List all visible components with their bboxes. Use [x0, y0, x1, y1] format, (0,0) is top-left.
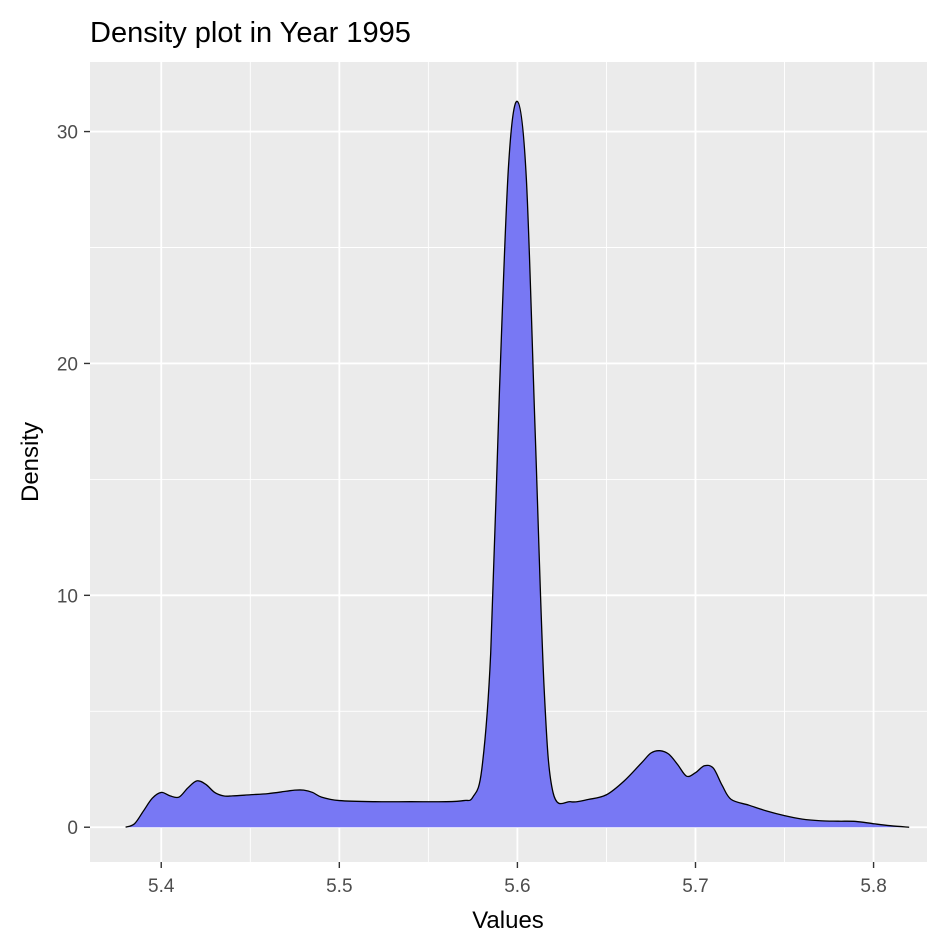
- x-tick-label: 5.8: [860, 876, 886, 897]
- y-tick-label: 0: [67, 818, 78, 839]
- x-tick-label: 5.4: [148, 876, 175, 897]
- y-tick-label: 30: [57, 123, 78, 144]
- y-axis-title: Density: [17, 422, 44, 502]
- density-line: [125, 100, 910, 828]
- x-tick-label: 5.6: [504, 876, 530, 897]
- x-axis-title: Values: [472, 907, 544, 934]
- chart-title: Density plot in Year 1995: [90, 17, 411, 49]
- x-tick-label: 5.7: [682, 876, 708, 897]
- y-tick-label: 10: [57, 586, 78, 607]
- x-axis-ticks: 5.4 5.5 5.6 5.7 5.8: [148, 862, 887, 897]
- density-area: [125, 101, 910, 828]
- y-axis-ticks: 0 10 20 30: [57, 123, 90, 839]
- y-tick-label: 20: [57, 354, 78, 375]
- x-tick-label: 5.5: [326, 876, 352, 897]
